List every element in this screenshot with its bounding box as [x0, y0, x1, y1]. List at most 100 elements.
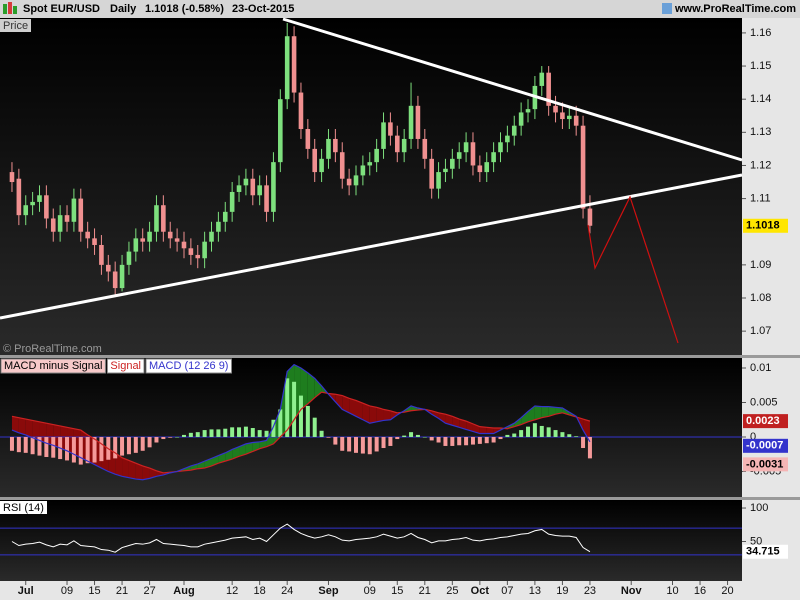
macd-fill: [369, 405, 377, 424]
candle-body: [539, 72, 545, 86]
histogram-bar: [484, 436, 489, 444]
candle-body: [415, 105, 421, 139]
header-bar: [0, 0, 800, 18]
histogram-bar: [216, 429, 221, 437]
x-tick-label: 13: [529, 585, 541, 597]
y-tick-label: 1.16: [750, 27, 771, 39]
histogram-bar: [181, 434, 186, 437]
candle-body: [505, 135, 510, 143]
y-tick-label: 1.12: [750, 159, 771, 171]
histogram-bar: [120, 436, 125, 456]
icon: [3, 4, 7, 14]
candle-body: [518, 112, 524, 126]
candle-body: [278, 99, 283, 163]
candle-body: [305, 129, 311, 149]
legend-entry: MACD minus Signal: [4, 360, 102, 372]
macd-fill: [528, 405, 535, 422]
candle-body: [346, 178, 352, 186]
histogram-bar: [567, 434, 572, 437]
macd-fill: [122, 457, 129, 478]
histogram-bar: [333, 436, 338, 445]
y-tick-label: 0: [750, 431, 756, 443]
candle-body: [85, 231, 90, 239]
macd-fill: [115, 452, 123, 477]
macd-fill: [555, 407, 563, 415]
histogram-bar: [422, 436, 427, 438]
candle-body: [436, 172, 441, 189]
plots: 1.07 1.08 1.09 1.11 1.12 1.13 1.14 1.15 1.16 0.01…: [0, 22, 781, 597]
histogram-bar: [257, 430, 262, 437]
candle-body: [264, 185, 269, 212]
candle-body: [71, 198, 77, 222]
date: 23-Oct-2015: [232, 3, 294, 15]
x-tick-label: Jul: [18, 585, 34, 597]
candle-body: [566, 115, 572, 120]
histogram-bar: [271, 419, 276, 437]
icon: [8, 2, 12, 14]
histogram-bar: [491, 436, 496, 443]
candle-body: [580, 125, 586, 209]
candle-body: [9, 172, 15, 183]
macd-fill: [486, 427, 494, 434]
candle-body: [271, 162, 276, 212]
site: www.ProRealTime.com: [674, 3, 796, 15]
candle-body: [119, 264, 125, 289]
value-tag: 0.0023: [746, 415, 780, 427]
legend-box: [0, 358, 106, 374]
histogram-bar: [243, 426, 248, 437]
macd-fill: [25, 419, 33, 438]
macd-fill: [11, 416, 19, 433]
macd-fill: [548, 406, 556, 417]
histogram-bar: [305, 405, 310, 437]
projection-line: [587, 195, 679, 344]
macd-fill: [376, 407, 384, 422]
symbol: Spot EUR/USD: [23, 3, 100, 15]
histogram-bar: [381, 436, 386, 449]
rsi-panel: [0, 500, 742, 581]
macd-fill: [541, 406, 549, 418]
histogram-bar: [587, 436, 592, 459]
y-tick-label: 1.13: [750, 126, 771, 138]
candle-body: [401, 138, 407, 153]
candle-body: [44, 195, 49, 219]
histogram-bar: [37, 436, 42, 456]
x-tick-label: 20: [721, 585, 733, 597]
panel-title: RSI (14): [3, 502, 44, 514]
candle-body: [243, 178, 249, 186]
macd-fill: [479, 426, 487, 434]
x-tick-label: 12: [226, 585, 238, 597]
candle-body: [456, 152, 462, 159]
candle-body: [229, 191, 235, 212]
candle-body: [422, 138, 428, 159]
candle-body: [133, 238, 139, 252]
macd-fill: [411, 405, 418, 411]
candle-body: [16, 178, 22, 216]
macd-fill: [32, 420, 40, 441]
candle-body: [64, 215, 70, 222]
value-tag-bg: [743, 218, 788, 233]
candle-body: [491, 152, 496, 163]
trend-line: [0, 173, 743, 320]
candle-body: [99, 244, 104, 265]
y-tick-label: 1.14: [750, 93, 771, 105]
candle-body: [216, 221, 221, 232]
candle-body: [209, 231, 214, 242]
histogram-bar: [298, 395, 303, 437]
macd-fill: [459, 419, 467, 430]
period: Daily: [110, 3, 137, 15]
histogram-bar: [16, 436, 21, 453]
value-tag: 34.715: [746, 546, 780, 558]
x-tick-label: 24: [281, 585, 293, 597]
x-tick-label: 19: [556, 585, 568, 597]
histogram-bar: [354, 436, 359, 453]
candle-body: [374, 148, 379, 163]
histogram-bar: [133, 436, 138, 453]
candle-body: [188, 248, 194, 255]
histogram-bar: [23, 436, 28, 453]
histogram-bar: [113, 436, 118, 459]
candle-body: [381, 122, 386, 149]
histogram-bar: [30, 436, 35, 455]
candle-body: [450, 158, 455, 169]
macd-fill: [307, 372, 315, 404]
